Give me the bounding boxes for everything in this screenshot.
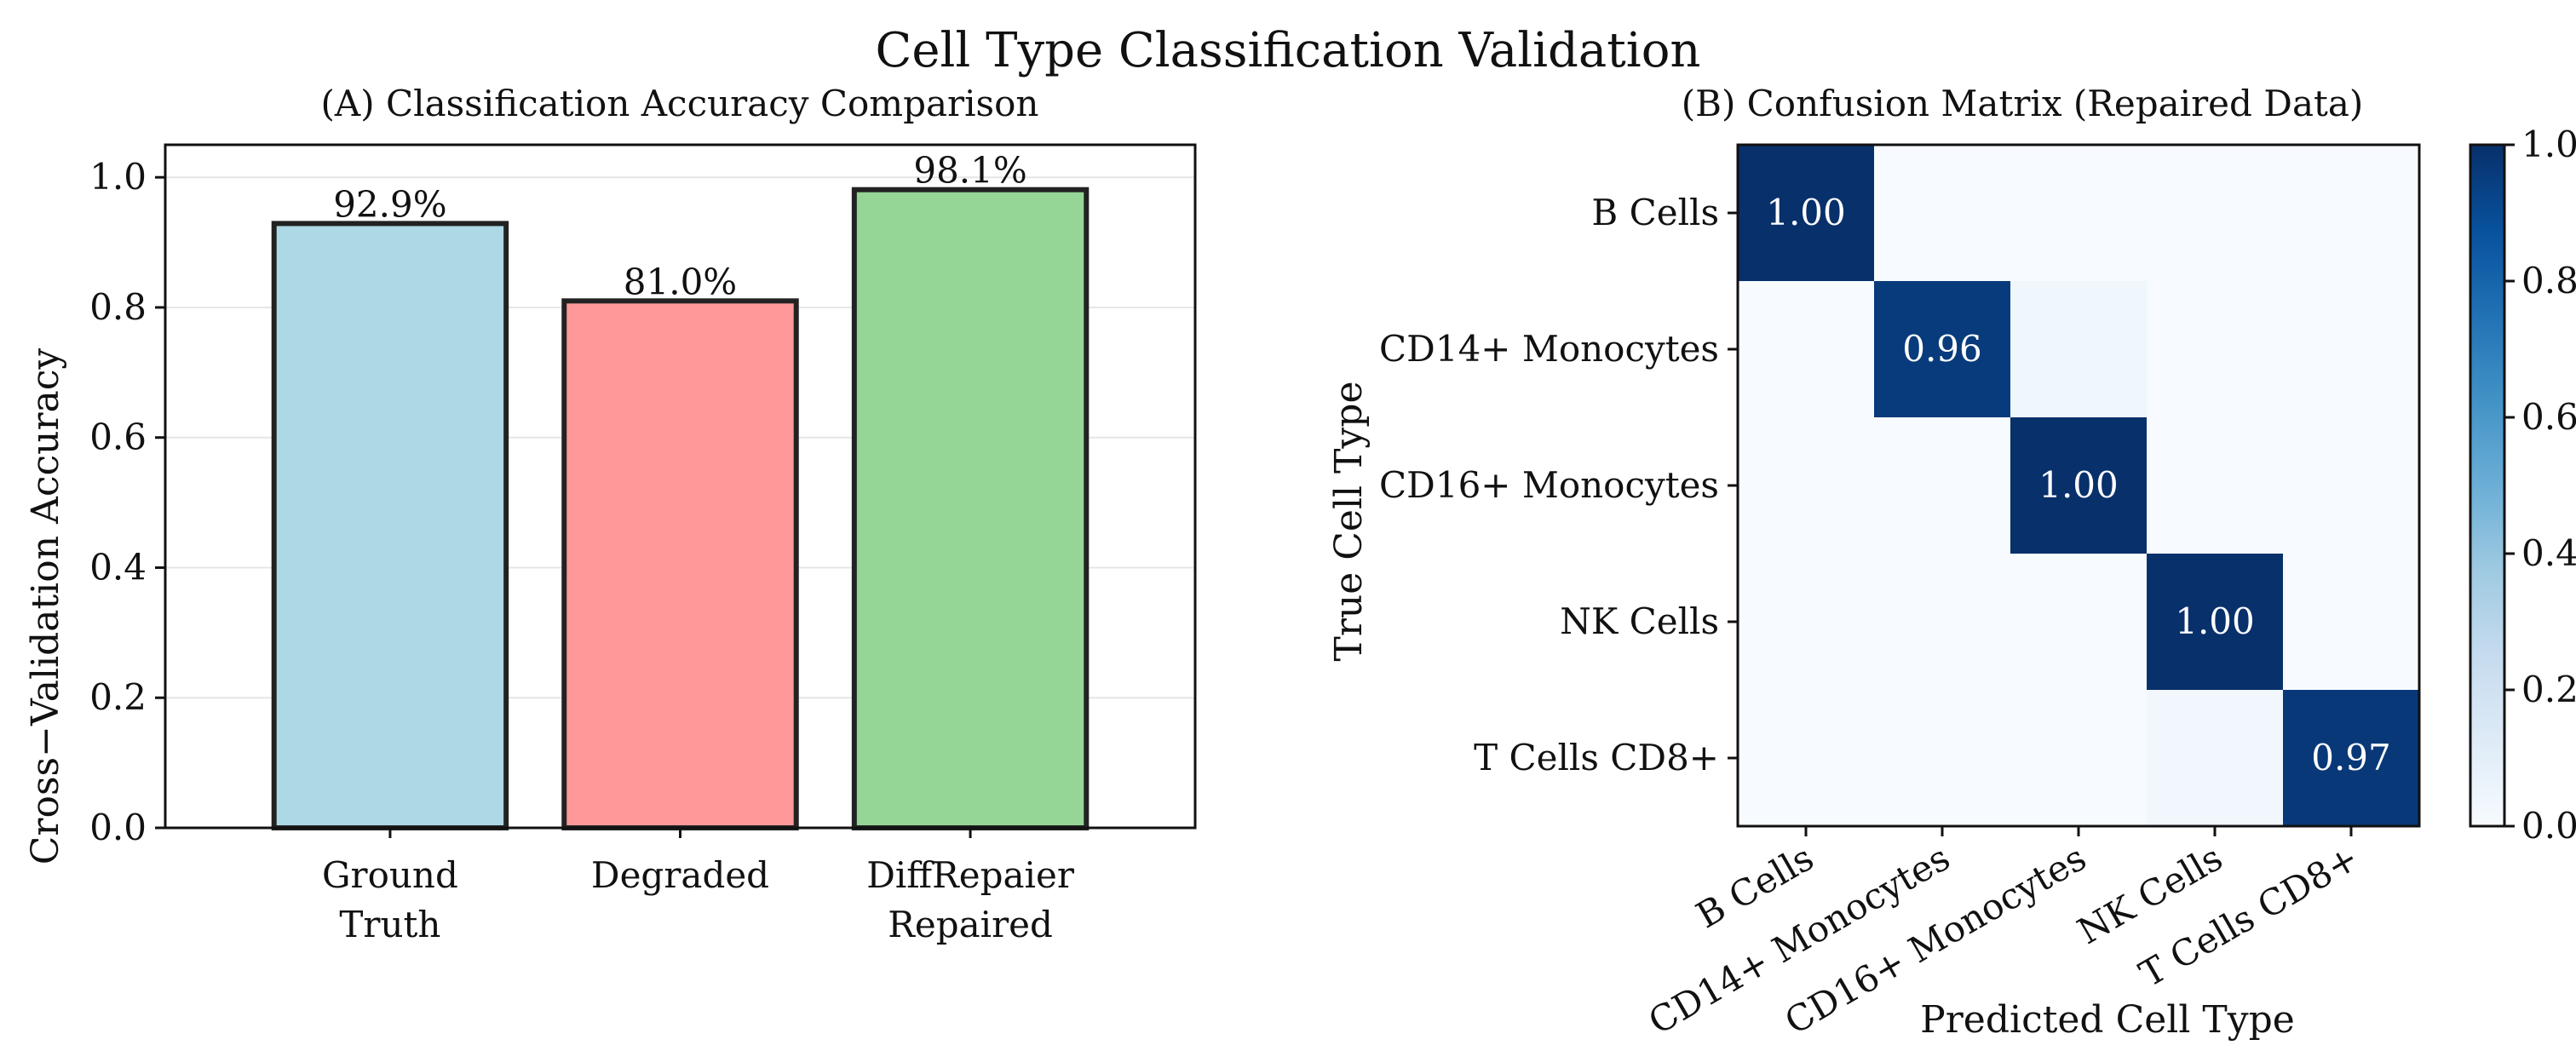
bar-chart-y-tick-label: 0.4 bbox=[89, 546, 147, 588]
matrix-cell bbox=[2010, 690, 2148, 827]
colorbar-tick-label: 0.0 bbox=[2521, 805, 2576, 847]
matrix-row-label: CD16+ Monocytes bbox=[1379, 464, 1719, 506]
bar-chart-y-tick-label: 0.2 bbox=[89, 676, 147, 718]
matrix-cell bbox=[1874, 690, 2011, 827]
matrix-cell bbox=[2283, 281, 2420, 418]
bar-chart-x-tick-label: Repaired bbox=[888, 904, 1053, 945]
matrix-cell bbox=[2147, 145, 2284, 282]
matrix-cell bbox=[1874, 281, 2011, 418]
bar-value-label: 81.0% bbox=[624, 261, 737, 302]
matrix-cells: 1.00 0.96 1.00 1.00 0.97 bbox=[1738, 145, 2420, 827]
accuracy-bar-chart: (A) Classification Accuracy Comparison C… bbox=[24, 83, 1197, 945]
matrix-cell bbox=[2147, 417, 2284, 554]
bar-chart-y-tick-label: 0.6 bbox=[89, 416, 147, 458]
matrix-cell-value: 1.00 bbox=[2175, 600, 2255, 642]
matrix-cell bbox=[2283, 417, 2420, 554]
bar-chart-y-tick-label: 0.8 bbox=[89, 286, 147, 328]
matrix-row-label: NK Cells bbox=[1560, 600, 1719, 642]
matrix-cell bbox=[2010, 417, 2148, 554]
matrix-cell bbox=[1738, 417, 1875, 554]
matrix-cell bbox=[2147, 554, 2284, 691]
bar-chart-x-tick-label: Truth bbox=[339, 904, 440, 945]
matrix-frame bbox=[1736, 143, 2421, 828]
matrix-cell bbox=[2010, 281, 2148, 418]
colorbar-tick-label: 0.4 bbox=[2521, 532, 2576, 574]
matrix-cell-value: 1.00 bbox=[1766, 192, 1846, 233]
colorbar-gradient bbox=[2469, 143, 2506, 828]
bar bbox=[271, 221, 509, 830]
bar-chart-y-tick-label: 0.0 bbox=[89, 807, 147, 848]
matrix-cell bbox=[2283, 554, 2420, 691]
figure-title: Cell Type Classification Validation bbox=[876, 23, 1701, 78]
bar-chart-frame bbox=[164, 143, 1197, 830]
matrix-cell bbox=[1738, 145, 1875, 282]
bar-chart-y-tick-label: 1.0 bbox=[89, 156, 147, 198]
bar bbox=[561, 298, 799, 831]
matrix-cell-value: 1.00 bbox=[2038, 464, 2119, 506]
matrix-cell bbox=[1738, 690, 1875, 827]
matrix-cell-value: 0.96 bbox=[1902, 328, 1982, 370]
matrix-y-axis-label: True Cell Type bbox=[1327, 382, 1371, 662]
bar-chart-x-ticks: Ground Truth Degraded DiffRepaier Repaired bbox=[322, 828, 1075, 945]
matrix-cell bbox=[1874, 554, 2011, 691]
colorbar-tick-label: 0.2 bbox=[2521, 669, 2576, 710]
matrix-row-labels: B Cells CD14+ Monocytes CD16+ Monocytes NK … bbox=[1379, 192, 1738, 778]
matrix-row-label: CD14+ Monocytes bbox=[1379, 328, 1719, 370]
bar-chart-title: (A) Classification Accuracy Comparison bbox=[321, 83, 1039, 124]
confusion-matrix: (B) Confusion Matrix (Repaired Data) Tru… bbox=[1327, 83, 2421, 1042]
bar-chart-y-axis-label: Cross−Validation Accuracy bbox=[24, 348, 67, 865]
matrix-cell bbox=[2147, 281, 2284, 418]
matrix-title: (B) Confusion Matrix (Repaired Data) bbox=[1682, 83, 2364, 124]
bar-chart-y-ticks: 0.0 0.2 0.4 0.6 0.8 1.0 bbox=[89, 156, 165, 848]
matrix-cell bbox=[1738, 554, 1875, 691]
matrix-cell bbox=[2010, 145, 2148, 282]
bar-value-label: 92.9% bbox=[333, 183, 446, 225]
colorbar-tick-label: 1.0 bbox=[2521, 123, 2576, 165]
matrix-x-axis-label: Predicted Cell Type bbox=[1920, 998, 2295, 1042]
matrix-cell-value: 0.97 bbox=[2311, 737, 2391, 778]
matrix-row-label: T Cells CD8+ bbox=[1474, 737, 1719, 778]
matrix-cell bbox=[1738, 281, 1875, 418]
colorbar-tick-label: 0.6 bbox=[2521, 396, 2576, 438]
bar-chart-x-tick-label: DiffRepaier bbox=[866, 854, 1075, 896]
matrix-cell bbox=[1874, 417, 2011, 554]
matrix-cell bbox=[2010, 554, 2148, 691]
colorbar-tick-label: 0.8 bbox=[2521, 260, 2576, 302]
matrix-cell bbox=[2283, 145, 2420, 282]
bar-chart-x-tick-label: Ground bbox=[322, 854, 458, 896]
bar-chart-bars: 92.9% 81.0% 98.1% bbox=[271, 150, 1090, 831]
matrix-cell bbox=[1874, 145, 2011, 282]
colorbar-ticks: 0.0 0.2 0.4 0.6 0.8 1.0 bbox=[2504, 123, 2576, 847]
bar bbox=[851, 187, 1090, 830]
bar-value-label: 98.1% bbox=[913, 150, 1026, 192]
bar-chart-x-tick-label: Degraded bbox=[591, 854, 769, 896]
matrix-cell bbox=[2147, 690, 2284, 827]
colorbar: 0.0 0.2 0.4 0.6 0.8 1.0 bbox=[2469, 123, 2576, 847]
matrix-cell bbox=[2283, 690, 2420, 827]
matrix-row-label: B Cells bbox=[1591, 192, 1719, 233]
